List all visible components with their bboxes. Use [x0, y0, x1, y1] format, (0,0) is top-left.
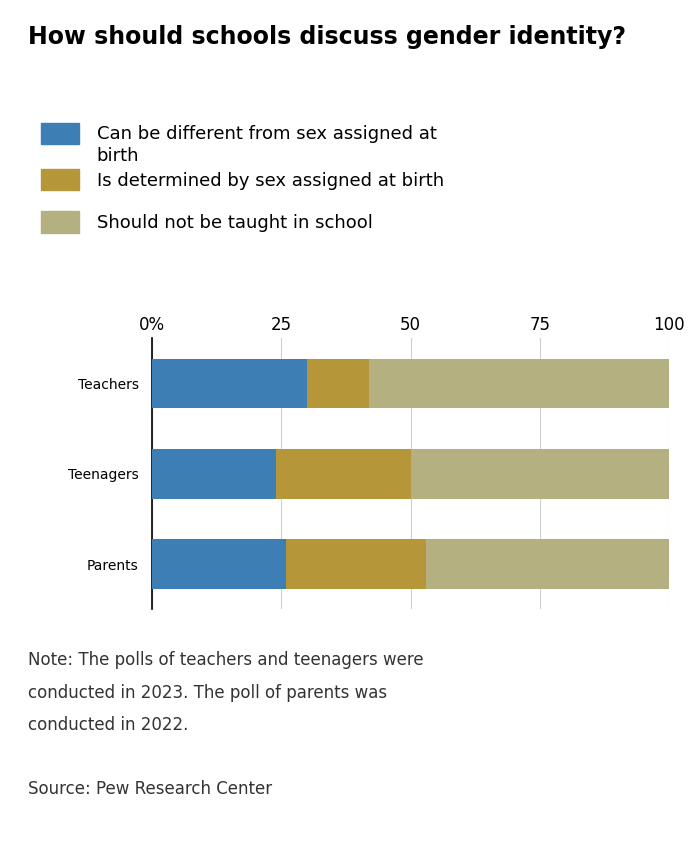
Text: Source: Pew Research Center: Source: Pew Research Center	[28, 780, 272, 798]
Bar	[411, 449, 675, 498]
Text: conducted in 2023. The poll of parents was: conducted in 2023. The poll of parents w…	[28, 684, 386, 701]
Text: Is determined by sex assigned at birth: Is determined by sex assigned at birth	[97, 172, 444, 190]
Text: Can be different from sex assigned at
birth: Can be different from sex assigned at bi…	[97, 125, 437, 166]
Bar	[286, 539, 426, 589]
Bar	[276, 449, 411, 498]
Bar	[152, 449, 276, 498]
Text: Note: The polls of teachers and teenagers were: Note: The polls of teachers and teenager…	[28, 651, 423, 669]
Bar	[152, 539, 286, 589]
Text: How should schools discuss gender identity?: How should schools discuss gender identi…	[28, 25, 626, 49]
Bar	[426, 539, 669, 589]
Bar	[369, 359, 669, 409]
Bar	[307, 359, 369, 409]
Text: Should not be taught in school: Should not be taught in school	[97, 214, 373, 232]
Text: conducted in 2022.: conducted in 2022.	[28, 716, 188, 733]
Bar	[152, 359, 307, 409]
